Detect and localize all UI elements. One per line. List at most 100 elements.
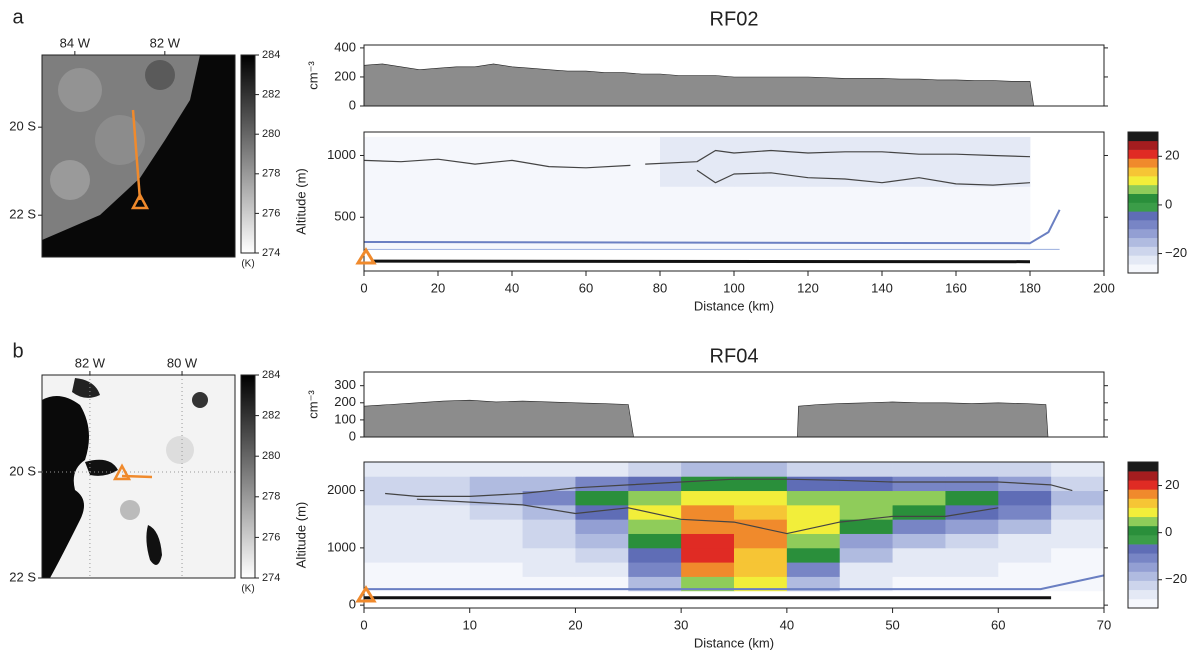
colorbar-tick-label: 284 — [262, 49, 280, 61]
reflectivity-cell — [786, 490, 841, 506]
reflectivity-cell — [660, 217, 735, 249]
reflectivity-cell — [892, 547, 946, 563]
y-tick-label: 200 — [334, 394, 356, 409]
reflectivity-cell — [734, 217, 809, 249]
reflectivity-cell — [956, 136, 1031, 156]
reflectivity-cell — [945, 547, 999, 563]
reflectivity-cell — [808, 136, 883, 156]
reflectivity-cell — [734, 476, 788, 492]
data-line — [371, 259, 1031, 264]
x-axis-label: Distance (km) — [694, 298, 774, 313]
colorbar-segment — [1128, 176, 1158, 186]
reflectivity-cell — [364, 136, 439, 156]
colorbar-segment — [1128, 140, 1158, 150]
reflectivity-cell — [1051, 476, 1105, 492]
data-line — [416, 498, 999, 535]
x-tick-label: 180 — [1019, 280, 1041, 295]
reflectivity-cell — [364, 186, 439, 218]
reflectivity-cell — [681, 576, 735, 592]
x-tick-label: 200 — [1093, 280, 1115, 295]
data-line — [363, 149, 1031, 169]
flight-track — [131, 109, 142, 201]
colorbar-segment — [1128, 228, 1158, 239]
reflectivity-cell — [1051, 519, 1105, 534]
y-tick-label: 1000 — [327, 147, 356, 162]
colorbar-segment — [1128, 132, 1158, 142]
reflectivity-cell — [681, 519, 735, 534]
reflectivity-cell — [364, 576, 418, 592]
reflectivity-cell — [1051, 490, 1105, 506]
reflectivity-cell — [734, 562, 788, 577]
reflectivity-cell — [808, 186, 883, 218]
flight-start-marker — [112, 463, 132, 481]
axes-frame — [363, 461, 1105, 609]
reflectivity-cell — [416, 547, 471, 563]
colorbar-segment — [1128, 220, 1158, 230]
map-texture — [120, 500, 140, 520]
reflectivity-cell — [734, 186, 809, 218]
chart-title: RF04 — [710, 345, 759, 367]
axes-frame — [240, 374, 256, 579]
reflectivity-cell — [512, 136, 587, 156]
x-tick-label: 0 — [360, 617, 367, 632]
x-tick-label: 84 W — [60, 35, 91, 50]
reflectivity-cell — [575, 519, 629, 534]
axes-frame — [240, 54, 256, 254]
reflectivity-cell — [956, 186, 1031, 218]
reflectivity-cell — [628, 519, 682, 534]
reflectivity-cell — [998, 562, 1052, 577]
reflectivity-cell — [522, 519, 576, 534]
reflectivity-cell — [469, 519, 523, 534]
reflectivity-cell — [734, 462, 788, 477]
colorbar-tick-label: 276 — [262, 207, 280, 219]
colorbar-segment — [1128, 202, 1158, 212]
y-tick-label: 500 — [334, 209, 356, 224]
reflectivity-cell — [522, 490, 576, 506]
x-tick-label: 0 — [360, 280, 367, 295]
reflectivity-cell — [945, 462, 999, 477]
reflectivity-cell — [522, 576, 576, 592]
colorbar-segment — [1128, 471, 1158, 481]
y-tick-label: 0 — [349, 97, 356, 112]
reflectivity-cell — [882, 136, 957, 156]
reflectivity-cell — [416, 462, 471, 477]
reflectivity-cell — [522, 462, 576, 477]
reflectivity-cell — [586, 217, 661, 249]
map-texture — [166, 436, 194, 464]
colorbar-segment — [1128, 158, 1158, 168]
reflectivity-cell — [364, 462, 418, 477]
y-tick-label: 22 S — [9, 207, 36, 222]
x-tick-label: 20 — [568, 617, 582, 632]
x-tick-label: 30 — [674, 617, 688, 632]
colorbar-segment — [1128, 480, 1158, 490]
reflectivity-cell — [786, 547, 841, 563]
reflectivity-cell — [628, 547, 682, 563]
axes-frame — [41, 54, 236, 258]
reflectivity-cell — [998, 547, 1052, 563]
map-texture — [192, 392, 208, 408]
reflectivity-cell — [522, 533, 576, 549]
reflectivity-cell — [839, 562, 893, 577]
y-tick-label: 0 — [349, 428, 356, 443]
map-dark-region — [42, 396, 89, 578]
colorbar-segment — [1128, 193, 1158, 203]
map-texture — [58, 68, 102, 112]
reflectivity-cell — [1051, 576, 1105, 592]
colorbar-tick-label: 278 — [262, 491, 280, 503]
reflectivity-cell — [998, 576, 1052, 592]
colorbar-segment — [1128, 516, 1158, 527]
x-tick-label: 82 W — [75, 355, 106, 370]
reflectivity-cell — [628, 490, 682, 506]
reflectivity-cell — [734, 533, 788, 549]
colorbar-segment — [1128, 264, 1158, 274]
reflectivity-cell — [416, 533, 471, 549]
reflectivity-cell — [512, 217, 587, 249]
panel-label: a — [12, 6, 24, 28]
reflectivity-cell — [364, 562, 418, 577]
colorbar-fill — [241, 375, 255, 578]
reflectivity-cell — [839, 462, 893, 477]
map-texture — [50, 160, 90, 200]
colorbar-segment — [1128, 246, 1158, 256]
reflectivity-cell — [882, 186, 957, 218]
reflectivity-cell — [681, 562, 735, 577]
